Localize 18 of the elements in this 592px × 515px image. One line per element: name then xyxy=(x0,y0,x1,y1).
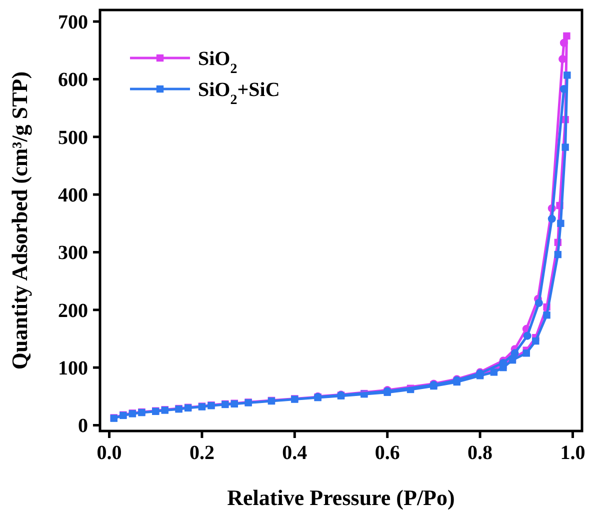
x-axis-title: Relative Pressure (P/Po) xyxy=(227,485,455,510)
x-tick-label: 1.0 xyxy=(560,442,586,464)
y-tick-label: 200 xyxy=(58,300,88,322)
x-tick-label: 0.2 xyxy=(189,442,214,464)
y-tick-label: 700 xyxy=(58,12,88,34)
y-tick-label: 600 xyxy=(58,69,88,92)
x-tick-label: 0.0 xyxy=(96,442,122,464)
y-tick-label: 300 xyxy=(58,242,88,264)
y-tick-label: 100 xyxy=(58,358,88,380)
x-tick-label: 0.6 xyxy=(374,442,400,464)
legend-label: SiO$_{2}$+SiC xyxy=(198,79,280,108)
y-axis-title: Quantity Adsorbed (cm³/g STP) xyxy=(7,71,32,370)
legend-label: SiO$_{2}$ xyxy=(198,48,238,76)
y-tick-label: 0 xyxy=(78,415,88,438)
y-tick-label: 400 xyxy=(58,184,88,207)
x-tick-label: 0.8 xyxy=(468,442,493,464)
y-tick-label: 500 xyxy=(58,126,88,149)
x-tick-label: 0.4 xyxy=(282,442,308,464)
